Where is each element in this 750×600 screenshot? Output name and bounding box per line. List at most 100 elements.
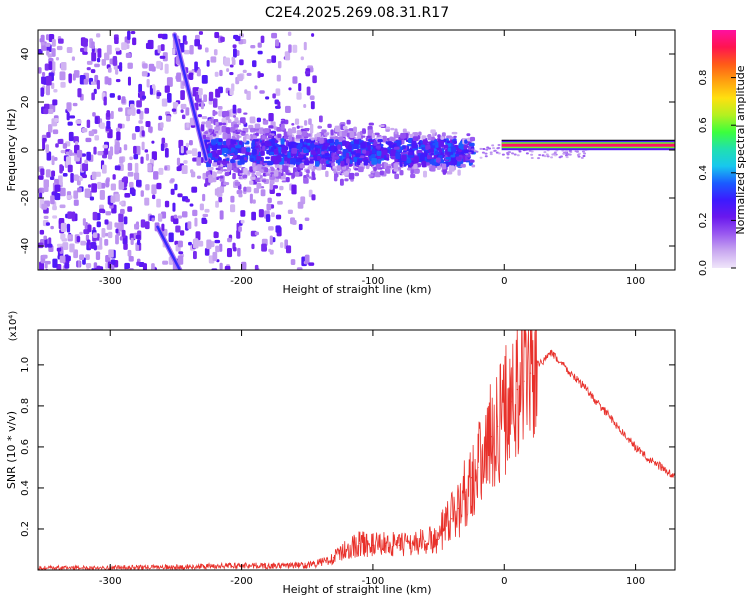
spectrogram-cell	[295, 158, 301, 162]
spectrogram-cell	[180, 109, 184, 113]
spectrogram-cell	[376, 163, 381, 169]
spectrogram-cell	[107, 231, 113, 239]
spectrogram-cell	[277, 200, 283, 205]
snr-point	[411, 542, 413, 544]
spectrogram-cell	[173, 214, 178, 219]
spectrogram-cell	[139, 110, 144, 120]
spectrogram-cell	[164, 147, 169, 158]
spectrogram-cell	[455, 156, 462, 161]
spectrogram-cell	[234, 149, 238, 156]
spectrogram-cell	[458, 142, 464, 149]
spectrogram-cell	[305, 174, 310, 178]
spectrogram-cell	[42, 138, 47, 142]
snr-x-axis: -300 -200 -100 0 100	[99, 330, 645, 587]
spectrogram-cell	[49, 176, 55, 181]
spectrogram-cell	[511, 152, 515, 155]
spectrogram-cell	[218, 138, 223, 143]
spectrogram-y-axis: -40 -20 0 20 40	[20, 48, 675, 254]
spectrogram-cell	[438, 140, 445, 147]
y-tick-label: 0	[20, 147, 31, 153]
spectrogram-cell	[206, 166, 211, 171]
spectrogram-cell	[138, 83, 143, 93]
spectrogram-cell	[340, 160, 345, 167]
spectrogram-cell	[223, 169, 228, 172]
spectrogram-cell	[226, 138, 231, 146]
spectrogram-cell	[115, 68, 119, 75]
spectrogram-cell	[257, 42, 262, 48]
spectrogram-cell	[394, 128, 398, 135]
spectrogram-cell	[342, 150, 347, 158]
spectrogram-cell	[337, 136, 344, 142]
spectrogram-cell	[285, 169, 289, 176]
spectrogram-cell	[166, 92, 172, 103]
spectrogram-cell	[43, 215, 49, 220]
spectrogram-cell	[243, 112, 248, 115]
spectrogram-cell	[240, 219, 245, 224]
spectrogram-cell	[86, 60, 93, 65]
spectrogram-cell	[349, 159, 353, 165]
spectrogram-cell	[331, 144, 335, 151]
spectrogram-cell	[251, 140, 255, 146]
spectrogram-cell	[506, 153, 510, 156]
spectrogram-cell	[310, 123, 314, 134]
spectrogram-cell	[232, 172, 236, 180]
spectrogram-cell	[54, 184, 61, 192]
snr-point	[424, 540, 427, 542]
spectrogram-cell	[38, 49, 43, 55]
spectrogram-cell	[104, 238, 109, 246]
spectrogram-cell	[48, 237, 52, 245]
spectrogram-cell	[352, 143, 359, 150]
snr-point	[477, 466, 479, 469]
spectrogram-cell	[69, 115, 76, 119]
spectrogram-cell	[251, 162, 256, 168]
spectrogram-cell	[319, 137, 324, 144]
spectrogram-cell	[180, 90, 185, 101]
spectrogram-cell	[400, 132, 406, 139]
y-tick-label: 0.4	[20, 480, 31, 496]
spectrogram-cell	[160, 143, 165, 151]
spectrogram-cell	[135, 234, 141, 239]
colorbar-tick-label: 0.2	[698, 212, 709, 228]
x-tick-label: -300	[99, 276, 122, 287]
snr-point	[464, 491, 466, 493]
snr-plot-area	[38, 330, 675, 570]
spectrogram-cell	[407, 152, 413, 157]
spectrogram-cell	[64, 263, 70, 269]
spectrogram-cell	[363, 159, 368, 166]
spectrogram-cell	[236, 190, 243, 195]
spectrogram-cell	[92, 112, 96, 117]
spectrogram-cell	[115, 141, 120, 151]
spectrogram-cell	[349, 131, 355, 138]
spectrogram-cell	[398, 166, 402, 171]
spectrogram-cell	[66, 102, 72, 111]
spectrogram-cell	[129, 181, 134, 188]
spectrogram-cell	[261, 135, 266, 140]
spectrogram-cell	[87, 184, 92, 188]
spectrogram-cell	[82, 38, 88, 47]
spectrogram-cell	[262, 145, 266, 152]
spectrogram-cell	[73, 199, 79, 206]
spectrogram-cell	[348, 172, 355, 180]
spectrogram-cell	[99, 189, 105, 200]
snr-point	[549, 351, 551, 354]
spectrogram-cell	[456, 160, 461, 167]
spectrogram-cell	[218, 196, 223, 203]
spectrogram-cell	[183, 49, 190, 55]
spectrogram-cell	[59, 71, 66, 81]
spectrogram-cell	[151, 217, 155, 222]
spectrogram-cell	[127, 109, 134, 115]
spectrogram-cell	[240, 159, 245, 165]
spectrogram-cell	[195, 231, 201, 241]
spectrogram-cell	[251, 173, 256, 178]
spectrogram-cell	[202, 176, 206, 179]
spectrogram-cell	[107, 67, 112, 73]
snr-x-label: Height of straight line (km)	[282, 583, 431, 596]
spectrogram-cell	[463, 149, 469, 154]
spectrogram-cell	[463, 145, 467, 150]
spectrogram-cell	[72, 73, 76, 81]
spectrogram-cell	[393, 146, 400, 150]
spectrogram-cell	[86, 67, 91, 71]
spectrogram-cell	[62, 242, 69, 250]
spectrogram-cell	[272, 93, 276, 99]
